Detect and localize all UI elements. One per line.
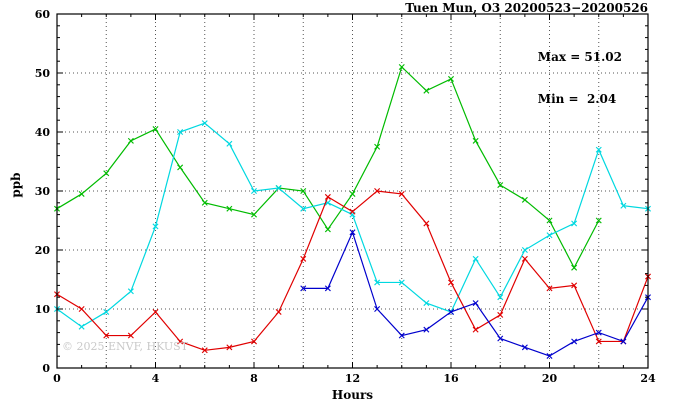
green-series	[54, 63, 602, 271]
svg-text:0: 0	[42, 362, 50, 375]
svg-text:40: 40	[35, 126, 51, 139]
svg-text:8: 8	[250, 372, 258, 385]
svg-text:60: 60	[35, 8, 51, 21]
max-label: Max = 51.02	[537, 50, 622, 64]
svg-text:16: 16	[443, 372, 459, 385]
svg-text:20: 20	[35, 244, 51, 257]
cyan-series	[54, 120, 651, 330]
blue-series	[300, 229, 651, 359]
watermark: © 2025 ENVF, HKUST	[62, 340, 189, 353]
svg-text:50: 50	[35, 67, 51, 80]
y-axis-label: ppb	[9, 172, 23, 198]
svg-text:10: 10	[35, 303, 51, 316]
chart-title: Tuen Mun, O3 20200523−20200526	[405, 1, 648, 15]
axes: 0 4 8 12 16 20 24 0 10 20 30 40 50 60	[35, 8, 656, 385]
min-label: Min = 2.04	[537, 92, 617, 106]
svg-text:4: 4	[152, 372, 160, 385]
svg-text:0: 0	[53, 372, 61, 385]
svg-text:24: 24	[640, 372, 656, 385]
x-axis-label: Hours	[331, 388, 374, 402]
svg-text:20: 20	[542, 372, 558, 385]
red-series	[54, 188, 651, 354]
svg-text:12: 12	[345, 372, 360, 385]
max-min-annotation: Max = 51.02 Min = 2.04	[538, 22, 622, 134]
svg-text:30: 30	[35, 185, 51, 198]
